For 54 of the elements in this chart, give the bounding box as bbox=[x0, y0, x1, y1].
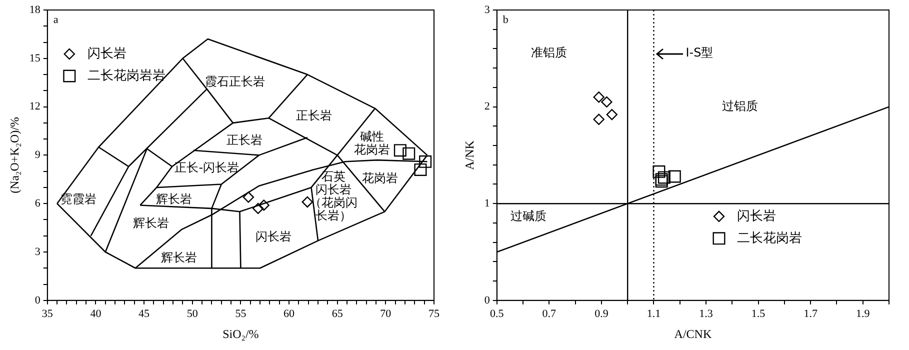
annotation: 霓霞岩 bbox=[60, 192, 96, 206]
x-tick-label: 70 bbox=[380, 308, 392, 320]
y-tick-label: 1 bbox=[484, 197, 490, 210]
x-tick-label: 1.9 bbox=[856, 308, 870, 320]
legend-label: 闪长岩 bbox=[87, 46, 126, 62]
y-axis-title: (Na₂O+K₂O)/% bbox=[7, 116, 22, 194]
annotation: 辉长岩 bbox=[132, 216, 169, 230]
y-tick-label: 9 bbox=[34, 149, 41, 162]
legend-label: 闪长岩 bbox=[737, 208, 776, 224]
y-tick-label: 3 bbox=[34, 246, 41, 258]
annotation: 正长岩 bbox=[226, 132, 263, 147]
chart-title: b bbox=[502, 14, 509, 26]
x-tick-label: 1.1 bbox=[646, 308, 661, 320]
annotation: 闪长岩 bbox=[256, 230, 292, 244]
ref-line-label: I-S型 bbox=[686, 46, 714, 60]
y-axis-title: A/NK bbox=[462, 140, 476, 170]
annotation: 准铝质 bbox=[531, 46, 568, 60]
y-tick-label: 6 bbox=[34, 197, 41, 210]
x-tick-label: 50 bbox=[186, 308, 198, 320]
y-tick-label: 3 bbox=[484, 4, 490, 16]
x-axis-title: SiO₂/% bbox=[222, 326, 259, 341]
annotation: 辉长岩 bbox=[160, 250, 197, 265]
y-tick-label: 0 bbox=[484, 294, 490, 306]
annotation: 过铝质 bbox=[722, 98, 758, 113]
chart-title: a bbox=[53, 14, 58, 26]
x-tick-label: 35 bbox=[42, 308, 54, 320]
y-tick-label: 2 bbox=[484, 100, 490, 113]
y-tick-label: 12 bbox=[29, 100, 40, 113]
y-tick-label: 15 bbox=[29, 52, 41, 64]
y-tick-label: 0 bbox=[34, 294, 41, 306]
legend-label: 二长花岗岩岩 bbox=[87, 68, 166, 84]
x-tick-label: 45 bbox=[138, 308, 150, 320]
x-tick-label: 60 bbox=[284, 308, 296, 320]
annotation: 正长-闪长岩 bbox=[174, 160, 240, 174]
x-tick-label: 40 bbox=[90, 308, 102, 320]
y-tick-label: 18 bbox=[29, 4, 41, 16]
x-tick-label: 75 bbox=[428, 308, 440, 320]
legend-label: 二长花岗岩 bbox=[737, 230, 802, 246]
x-tick-label: 65 bbox=[332, 308, 344, 320]
annotation: 霞石正长岩 bbox=[204, 74, 265, 89]
x-tick-label: 55 bbox=[235, 308, 247, 320]
x-tick-label: 1.7 bbox=[804, 308, 818, 320]
x-tick-label: 0.7 bbox=[542, 308, 557, 320]
annotation: 花岗岩 bbox=[362, 170, 398, 185]
x-tick-label: 1.3 bbox=[699, 308, 714, 320]
annotation: 正长岩 bbox=[296, 108, 332, 123]
x-axis-title: A/CNK bbox=[674, 326, 712, 341]
annotation: 辉长岩 bbox=[156, 192, 192, 206]
annotation: 碱性花岗岩 bbox=[354, 130, 390, 156]
x-tick-label: 1.5 bbox=[751, 308, 766, 320]
annotation: 石英闪长岩（花岗闪长岩） bbox=[309, 170, 358, 223]
x-tick-label: 0.5 bbox=[490, 308, 504, 320]
annotation: 过碱质 bbox=[510, 209, 546, 224]
x-tick-label: 0.9 bbox=[594, 308, 609, 320]
